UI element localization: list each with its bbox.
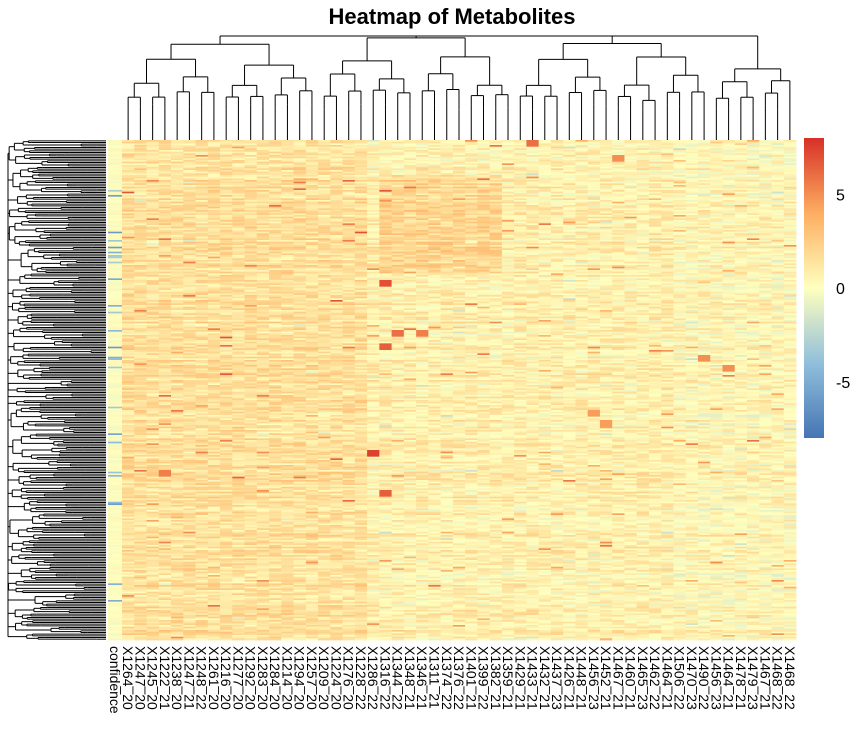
annotation-cell — [108, 638, 122, 640]
column-dendrogram — [128, 36, 790, 140]
row-dendrogram — [8, 141, 106, 639]
confidence-annotation-column — [108, 140, 122, 640]
chart-title: Heatmap of Metabolites — [329, 4, 576, 29]
heatmap-cells — [122, 140, 796, 640]
